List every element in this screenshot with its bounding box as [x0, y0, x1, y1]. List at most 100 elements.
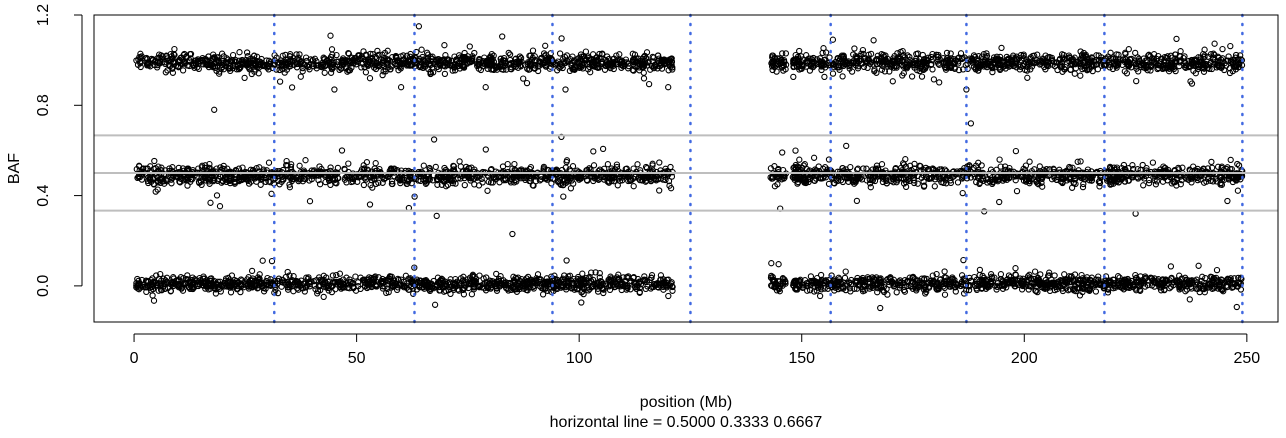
data-point	[451, 63, 458, 71]
data-point	[403, 52, 411, 59]
data-point	[321, 69, 328, 76]
data-point	[606, 63, 613, 70]
data-point	[870, 37, 877, 44]
data-point	[821, 73, 828, 81]
data-point	[279, 52, 286, 59]
data-point	[336, 270, 344, 277]
data-point	[208, 166, 215, 173]
data-point	[474, 174, 481, 181]
data-point	[584, 171, 591, 178]
data-point	[218, 50, 226, 57]
data-point	[640, 69, 647, 76]
data-point	[467, 175, 475, 182]
data-point	[398, 176, 406, 183]
data-point	[602, 62, 610, 70]
data-point	[469, 53, 476, 60]
data-point	[570, 180, 577, 187]
data-point	[327, 173, 334, 180]
data-point	[1208, 158, 1215, 166]
data-point	[250, 52, 258, 59]
data-point	[325, 177, 333, 184]
data-point	[216, 203, 224, 210]
data-point	[586, 63, 593, 71]
data-point	[389, 180, 396, 188]
data-point	[596, 270, 603, 277]
data-point	[150, 297, 158, 304]
data-point	[355, 52, 362, 59]
data-point	[320, 293, 327, 301]
data-point	[527, 164, 535, 171]
data-point	[511, 160, 518, 168]
data-point	[616, 175, 623, 182]
data-point	[610, 178, 618, 185]
data-point	[523, 79, 531, 87]
data-point	[138, 176, 146, 183]
data-point	[290, 57, 297, 65]
data-point	[302, 157, 309, 164]
data-point	[321, 63, 329, 70]
data-point	[267, 179, 274, 186]
data-point	[460, 64, 468, 71]
data-point	[236, 49, 243, 56]
data-point	[604, 161, 612, 168]
data-point	[640, 60, 647, 67]
data-point	[490, 66, 497, 74]
data-point	[243, 49, 251, 56]
data-point	[137, 63, 144, 71]
data-point	[404, 180, 411, 187]
data-point	[159, 53, 166, 60]
data-point	[248, 267, 256, 275]
data-point	[1234, 187, 1242, 194]
data-point	[540, 163, 548, 171]
data-point	[283, 157, 290, 165]
data-point	[613, 161, 621, 168]
data-point	[902, 156, 909, 163]
data-point	[303, 57, 310, 65]
data-point	[176, 179, 184, 186]
data-point	[328, 46, 336, 53]
data-point	[329, 272, 337, 279]
data-point	[233, 66, 240, 73]
data-point	[599, 145, 607, 153]
data-point	[559, 56, 566, 63]
data-point	[532, 56, 539, 64]
baf-cluster	[768, 35, 1246, 87]
data-point	[297, 73, 304, 80]
data-point	[251, 175, 258, 182]
data-point	[339, 58, 346, 65]
data-point	[247, 178, 255, 185]
data-point	[504, 168, 512, 176]
data-point	[166, 165, 173, 172]
data-point	[333, 61, 341, 68]
data-point	[175, 63, 182, 70]
data-point	[1024, 74, 1031, 81]
data-point	[377, 171, 384, 178]
data-point	[645, 58, 652, 65]
data-point	[593, 175, 600, 182]
data-point	[154, 174, 161, 181]
data-point	[652, 175, 659, 183]
data-point	[586, 165, 593, 172]
data-point	[543, 176, 551, 183]
data-point	[151, 174, 158, 181]
data-point	[171, 45, 178, 53]
data-point	[620, 60, 628, 68]
data-point	[149, 292, 156, 299]
data-point	[144, 177, 152, 185]
data-point	[457, 163, 464, 170]
data-point	[344, 68, 351, 75]
data-point	[556, 175, 563, 182]
data-point	[666, 56, 673, 63]
data-point	[257, 181, 264, 188]
data-point	[632, 173, 639, 180]
baf-cluster	[133, 32, 676, 93]
data-point	[647, 66, 654, 73]
data-point	[829, 70, 837, 77]
data-point	[288, 84, 296, 91]
data-point	[1077, 48, 1084, 55]
data-point	[654, 52, 662, 59]
data-point	[527, 175, 534, 182]
data-point	[187, 55, 194, 62]
data-point	[665, 292, 672, 300]
